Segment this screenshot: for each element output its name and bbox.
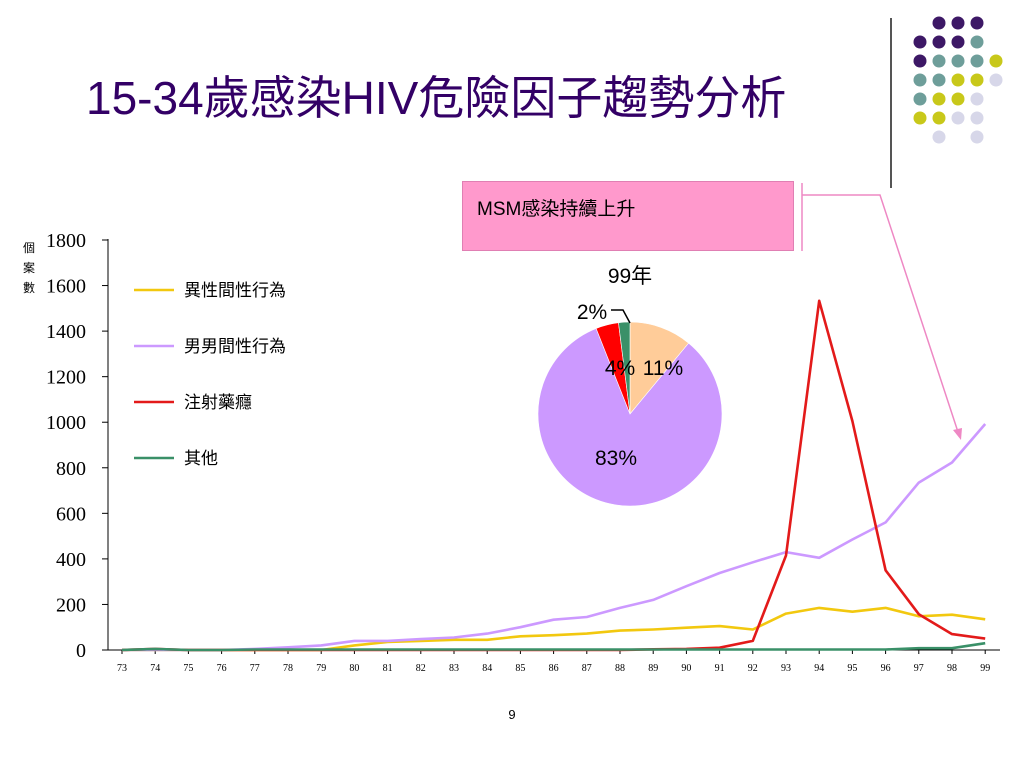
- x-tick-label: 95: [847, 663, 857, 674]
- y-tick-label: 600: [56, 503, 86, 525]
- x-tick-label: 88: [615, 663, 625, 674]
- x-tick-label: 80: [349, 663, 359, 674]
- pie-slice-label: 83%: [595, 447, 637, 470]
- y-axis-title-char: 數: [23, 281, 35, 295]
- y-tick-label: 0: [76, 640, 86, 662]
- pie-slice-label: 11%: [643, 357, 683, 380]
- x-tick-label: 98: [947, 663, 957, 674]
- y-tick-label: 1400: [46, 321, 86, 343]
- series-line: [121, 641, 986, 652]
- legend-label: 男男間性行為: [184, 337, 286, 357]
- pie-slice-label: 2%: [577, 301, 607, 324]
- x-tick-label: 93: [781, 663, 791, 674]
- y-tick-label: 800: [56, 458, 86, 480]
- x-tick-label: 76: [217, 663, 227, 674]
- callout-box: MSM感染持續上升: [462, 181, 794, 251]
- x-tick-label: 89: [648, 663, 658, 674]
- x-tick-label: 96: [881, 663, 891, 674]
- x-tick-label: 83: [449, 663, 459, 674]
- y-axis-title-char: 個: [23, 241, 35, 255]
- legend-label: 注射藥癮: [184, 393, 252, 413]
- y-tick-label: 1200: [46, 367, 86, 389]
- x-tick-label: 97: [914, 663, 924, 674]
- x-tick-label: 79: [316, 663, 326, 674]
- legend-label: 異性間性行為: [184, 281, 286, 301]
- pie-slice: [537, 328, 723, 507]
- x-tick-label: 77: [250, 663, 260, 674]
- pie-slice-label: 4%: [605, 357, 635, 380]
- x-tick-label: 81: [383, 663, 393, 674]
- y-tick-label: 400: [56, 549, 86, 571]
- callout-arrow: [802, 194, 959, 433]
- x-tick-label: 92: [748, 663, 758, 674]
- x-tick-label: 87: [582, 663, 592, 674]
- title-divider: [890, 18, 892, 188]
- x-tick-label: 90: [681, 663, 691, 674]
- x-tick-label: 99: [980, 663, 990, 674]
- x-tick-label: 85: [515, 663, 525, 674]
- x-tick-label: 74: [150, 663, 160, 674]
- callout-text: MSM感染持續上升: [477, 199, 636, 220]
- arrow-head: [953, 428, 962, 440]
- x-tick-label: 73: [117, 663, 127, 674]
- x-tick-label: 91: [715, 663, 725, 674]
- x-tick-label: 86: [549, 663, 559, 674]
- legend-label: 其他: [184, 449, 218, 469]
- x-tick-label: 78: [283, 663, 293, 674]
- y-tick-label: 1600: [46, 276, 86, 298]
- x-tick-label: 94: [814, 663, 824, 674]
- x-tick-label: 75: [183, 663, 193, 674]
- y-tick-label: 1000: [46, 412, 86, 434]
- pie-title: 99年: [608, 265, 652, 288]
- y-tick-label: 200: [56, 594, 86, 616]
- slide-title: 15-34歲感染HIV危險因子趨勢分析: [86, 72, 787, 124]
- y-tick-label: 1800: [46, 230, 86, 252]
- pie-leader-line: [611, 309, 631, 324]
- series-line: [122, 606, 986, 652]
- x-tick-label: 84: [482, 663, 492, 674]
- page-number: 9: [508, 707, 516, 722]
- x-tick-label: 82: [416, 663, 426, 674]
- y-axis-title-char: 案: [23, 260, 35, 275]
